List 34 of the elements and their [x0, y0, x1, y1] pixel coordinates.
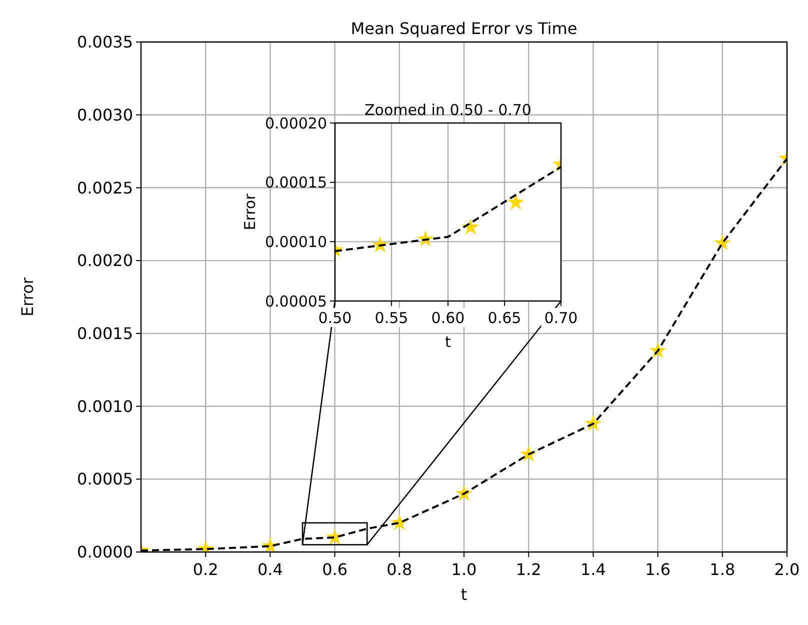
x-tick-label: 1.0 [451, 560, 477, 579]
x-tick-label: 0.4 [257, 560, 283, 579]
point [462, 218, 480, 235]
y-tick-label: 0.0005 [77, 470, 133, 489]
x-tick-label: 1.4 [580, 560, 606, 579]
y-tick-label: 0.0035 [77, 32, 133, 52]
x-tick-label: 0.2 [192, 560, 218, 579]
y-tick-label: 0.0010 [77, 396, 133, 416]
y-tick-label: 0.00010 [264, 232, 327, 251]
x-tick-label: 0.6 [322, 560, 348, 579]
x-axis-title: t [445, 333, 452, 351]
y-axis-title: Error [241, 192, 259, 230]
x-axis-title: t [460, 585, 468, 604]
x-tick-label: 1.6 [645, 560, 671, 579]
x-tick-label: 1.2 [516, 560, 542, 579]
y-tick-label: 0.0025 [77, 178, 133, 198]
y-tick-label: 0.0000 [77, 542, 133, 562]
y-tick-label: 0.00015 [264, 174, 327, 192]
x-tick-label: 0.55 [374, 309, 408, 327]
x-tick-label: 0.65 [488, 309, 522, 327]
chart-title: Zoomed in 0.50 - 0.70 [364, 101, 532, 119]
x-tick-label: 0.50 [318, 309, 352, 327]
y-axis-title: Error [18, 277, 37, 316]
y-tick-label: 0.00020 [264, 114, 327, 132]
x-tick-label: 0.8 [386, 560, 412, 579]
chart-title: Mean Squared Error vs Time [350, 19, 578, 38]
x-tick-label: 0.70 [544, 309, 578, 327]
y-tick-label: 0.0015 [77, 324, 133, 344]
x-tick-label: 0.60 [431, 309, 465, 327]
x-tick-label: 2.0 [774, 560, 800, 579]
y-tick-label: 0.0020 [77, 251, 133, 270]
y-tick-label: 0.00005 [264, 292, 327, 310]
y-tick-label: 0.0030 [77, 105, 133, 124]
x-tick-label: 1.8 [710, 560, 736, 579]
